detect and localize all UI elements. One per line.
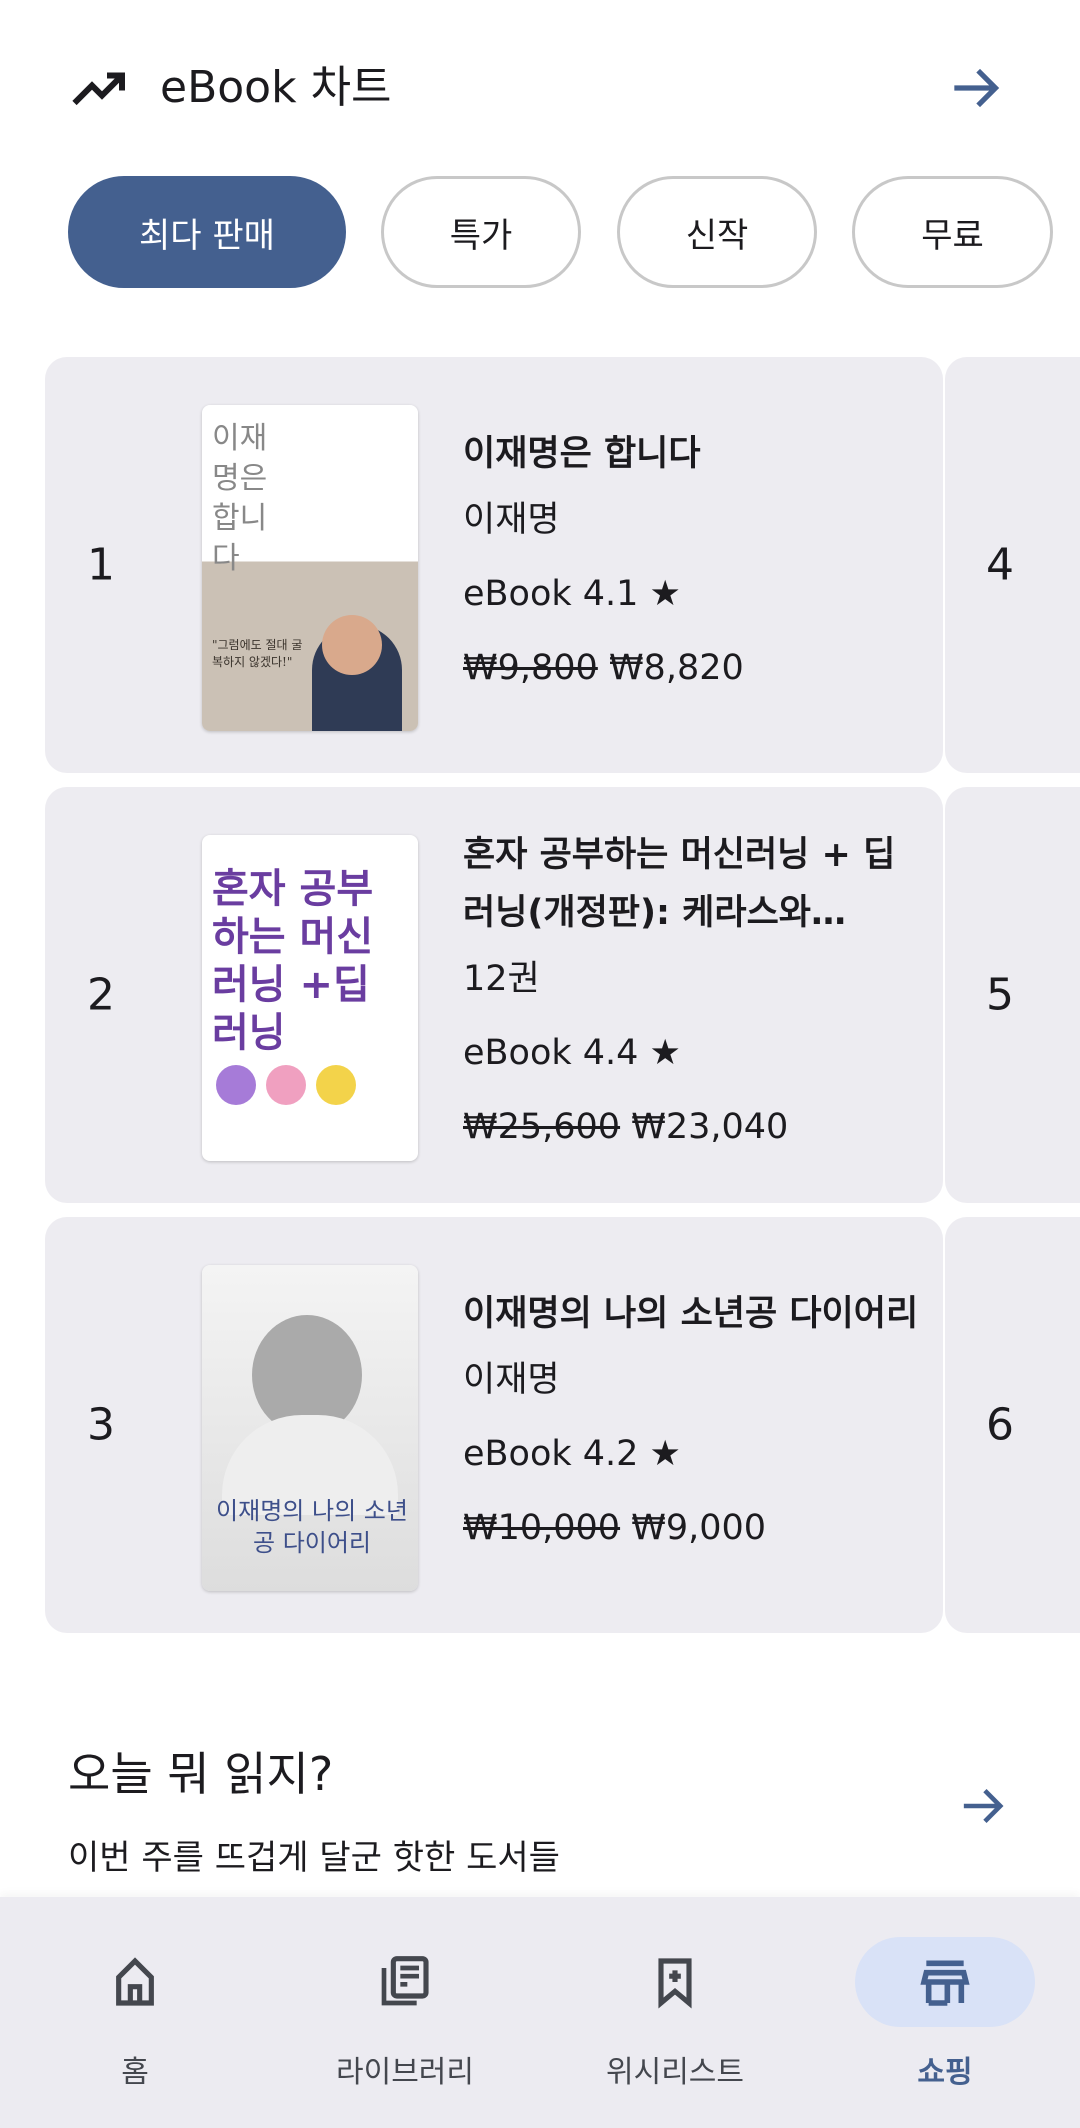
cover-quote: "그럼에도 절대 굴복하지 않겠다!"	[212, 638, 303, 669]
book-author: 이재명	[463, 1360, 560, 1400]
book-card[interactable]: 3 이재명의 나의 소년공 다이어리 이재명의 나의 소년공 다이어리 이재명 …	[45, 1217, 943, 1633]
cover-text: 이재명의 나의 소년공 다이어리	[216, 1497, 408, 1557]
chip-best-selling[interactable]: 최다 판매	[68, 176, 346, 288]
nav-label: 쇼핑	[917, 2055, 973, 2090]
book-rating: eBook 4.2 ★	[463, 1434, 681, 1474]
book-title: 이재명은 합니다	[463, 434, 701, 474]
rank-number: 1	[87, 539, 115, 591]
nav-shopping[interactable]: 쇼핑	[810, 1897, 1080, 2128]
library-icon	[381, 1956, 429, 2006]
sale-price: ₩23,040	[631, 1107, 789, 1147]
bookmark-add-icon	[658, 1958, 692, 2009]
sale-price: ₩8,820	[608, 648, 744, 688]
chip-deals[interactable]: 특가	[381, 176, 581, 288]
book-cover[interactable]: 이재명은 합니다 "그럼에도 절대 굴복하지 않겠다!"	[202, 405, 418, 731]
nav-library[interactable]: 라이브러리	[270, 1897, 540, 2128]
nav-label: 라이브러리	[336, 2055, 474, 2090]
book-author: 12권	[463, 959, 540, 999]
arrow-right-icon[interactable]	[960, 1786, 1006, 1826]
store-icon	[920, 1960, 970, 2006]
chip-new[interactable]: 신작	[617, 176, 817, 288]
nav-home[interactable]: 홈	[0, 1897, 270, 2128]
book-rating: eBook 4.1 ★	[463, 574, 681, 614]
section-title: 오늘 뭐 읽지?	[68, 1747, 334, 1801]
section-subtitle: 이번 주를 뜨겁게 달군 핫한 도서들	[68, 1838, 560, 1878]
bottom-navigation: 홈 라이브러리 위시리스트 쇼핑	[0, 1897, 1080, 2128]
book-cover[interactable]: 이재명의 나의 소년공 다이어리	[202, 1265, 418, 1591]
chip-free[interactable]: 무료	[852, 176, 1053, 288]
book-title: 혼자 공부하는 머신러닝 + 딥러닝(개정판): 케라스와…	[463, 835, 896, 933]
book-cover[interactable]: 혼자 공부하는 머신러닝 +딥러닝	[202, 835, 418, 1161]
book-card-peek[interactable]: 5	[945, 787, 1080, 1203]
home-icon	[116, 1957, 154, 2006]
original-price: ₩10,000	[463, 1508, 621, 1548]
rank-number: 2	[87, 969, 115, 1021]
book-card-peek[interactable]: 6	[945, 1217, 1080, 1633]
nav-wishlist[interactable]: 위시리스트	[540, 1897, 810, 2128]
sale-price: ₩9,000	[631, 1508, 767, 1548]
rank-number: 6	[986, 1399, 1014, 1451]
trending-up-icon	[72, 72, 125, 106]
book-card[interactable]: 1 이재명은 합니다 "그럼에도 절대 굴복하지 않겠다!" 이재명은 합니다 …	[45, 357, 943, 773]
rank-number: 4	[986, 539, 1014, 591]
nav-label: 위시리스트	[606, 2055, 744, 2090]
rank-number: 3	[87, 1399, 115, 1451]
book-title: 이재명의 나의 소년공 다이어리	[463, 1294, 919, 1334]
book-card-peek[interactable]: 4	[945, 357, 1080, 773]
rank-number: 5	[986, 969, 1014, 1021]
book-card[interactable]: 2 혼자 공부하는 머신러닝 +딥러닝 혼자 공부하는 머신러닝 + 딥러닝(개…	[45, 787, 943, 1203]
arrow-right-icon[interactable]	[950, 66, 1002, 110]
original-price: ₩9,800	[463, 648, 598, 688]
book-rating: eBook 4.4 ★	[463, 1033, 681, 1073]
section-title: eBook 차트	[160, 62, 392, 113]
cover-text: 혼자 공부하는 머신러닝 +딥러닝	[212, 866, 374, 1056]
cover-text: 이재명은 합니다	[212, 421, 268, 576]
original-price: ₩25,600	[463, 1107, 621, 1147]
nav-label: 홈	[121, 2055, 149, 2090]
book-author: 이재명	[463, 500, 560, 540]
